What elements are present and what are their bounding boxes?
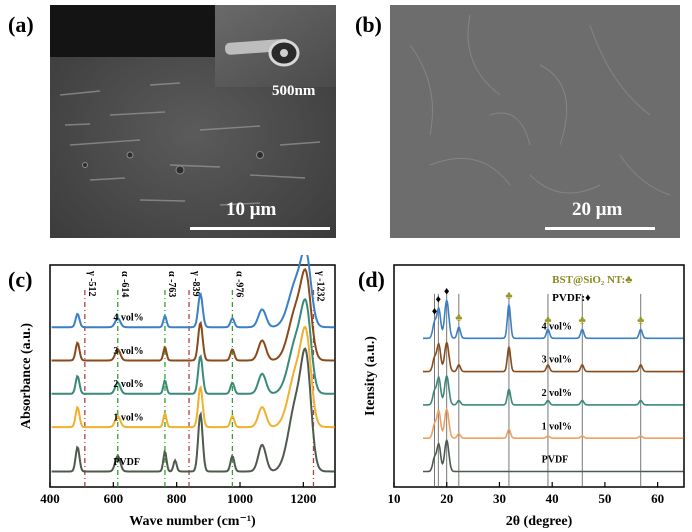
pvdf-marker-icon: ♦ [444,286,450,298]
inset-scale-label: 500nm [272,83,316,99]
x-tick-label: 10 [388,491,401,506]
panel-c-label: (c) [8,267,33,292]
series-line [423,438,684,473]
series-line [51,298,335,395]
x-tick-label: 30 [493,491,506,506]
inset-nanotube-icon [224,38,300,67]
peak-label: α -614 [119,271,130,297]
panel-a-image [50,5,336,238]
series-line [51,347,335,473]
sem-cross-section-image [50,5,336,238]
bst-marker-icon: ♣ [505,290,512,302]
x-tick-label: 40 [546,491,559,506]
x-tick-label: 50 [598,491,611,506]
x-axis-label: Wave number (cm⁻¹) [129,514,256,529]
series-line [51,255,335,329]
x-tick-label: 1000 [227,491,253,506]
bst-marker-icon: ♣ [544,314,551,326]
panel-b-image [390,5,680,238]
series-label: PVDF [542,455,569,466]
panel-b-label: (b) [355,12,382,37]
panel-a-label: (a) [8,12,34,37]
x-tick-label: 800 [167,491,187,506]
series-label: 4 vol% [113,313,143,324]
legend-bst: BST@SiO₂ NT:♣ [552,274,632,286]
legend-pvdf: PVDF:♦ [552,292,591,304]
x-tick-label: 600 [104,491,124,506]
series-line [423,341,684,373]
peak-label: α -976 [233,271,244,297]
x-tick-label: 400 [40,491,60,506]
series-line [423,374,684,406]
sem-surface-image [390,5,680,238]
scale-bar-a [190,227,330,230]
series-label: 4 vol% [542,321,572,332]
peak-label: γ -512 [86,270,97,297]
x-axis-label: 2θ (degree) [506,514,573,529]
y-axis-label: Absorbance (a.u.) [19,323,34,430]
series-label: 3 vol% [113,346,143,357]
peak-label: γ -1232 [314,270,325,302]
series-line [51,325,335,429]
series-label: 3 vol% [542,355,572,366]
scale-bar-b [545,227,655,230]
ftir-chart: γ -512 α -614 α -763 γ -839 α -976 γ -1232 PVD… [19,255,336,529]
series-label: PVDF [113,457,140,468]
x-tick-label: 60 [651,491,664,506]
scale-label-b: 20 μm [572,199,623,220]
series-line [423,298,684,340]
series-line [423,407,684,439]
peak-label: γ -839 [190,270,201,297]
plot-frame [393,264,685,488]
y-axis-label: Itensity (a.u.) [363,336,378,416]
series-label: 2 vol% [113,379,143,390]
bst-marker-icon: ♣ [455,312,462,324]
bst-marker-icon: ♣ [637,314,644,326]
x-tick-label: 1200 [290,491,316,506]
peak-label: α -763 [166,271,177,297]
series-label: 1 vol% [542,421,572,432]
series-label: 2 vol% [542,388,572,399]
pvdf-marker-icon: ♦ [435,293,441,305]
series-label: 1 vol% [113,412,143,423]
pvdf-marker-icon: ♦ [432,306,438,318]
x-tick-label: 20 [440,491,453,506]
scale-label-a: 10 μm [226,199,277,220]
bst-marker-icon: ♣ [579,314,586,326]
panel-d-label: (d) [358,267,385,292]
series-line [51,268,335,362]
plot-frame [49,264,336,488]
